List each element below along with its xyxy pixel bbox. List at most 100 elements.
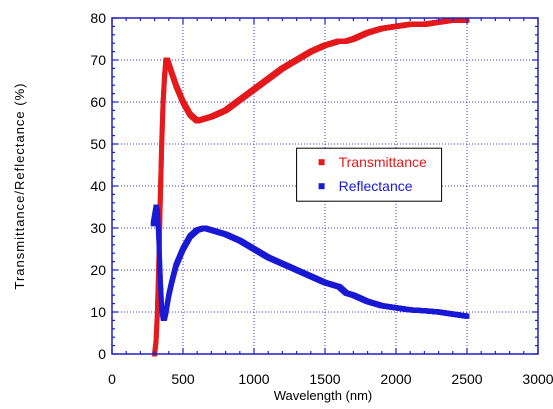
data-point [159,121,165,127]
data-point [159,146,165,152]
data-point [155,286,161,292]
data-point [159,144,165,150]
data-point [159,119,165,125]
data-point [161,84,167,90]
data-point [155,301,161,307]
legend-label-transmittance: Transmittance [339,154,427,170]
data-point [159,141,165,147]
data-point [155,299,161,305]
data-point [157,270,163,276]
data-point [156,238,162,244]
data-point [157,260,163,266]
data-point [156,250,162,256]
data-point [157,196,163,202]
y-tick-label: 30 [90,220,106,236]
data-point [157,263,163,269]
y-axis-title: Transmittance/Reflectance (%) [12,83,27,290]
series-reflectance [150,204,470,321]
data-point [159,130,165,136]
data-point [155,304,161,310]
data-point [464,313,470,319]
data-point [158,281,164,287]
data-point [158,284,164,290]
data-point [155,217,161,223]
data-point [158,160,164,166]
data-point [154,309,160,315]
legend: Transmittance Reflectance [296,147,443,202]
data-point [157,198,163,204]
data-point [159,133,165,139]
data-point [159,302,165,308]
data-point [155,211,161,217]
data-point [161,76,167,82]
data-point [161,81,167,87]
data-point [158,179,164,185]
data-point [155,294,161,300]
data-point [158,182,164,188]
data-point [157,258,163,264]
legend-marker-transmittance [318,159,325,166]
data-point [161,91,167,97]
legend-box [296,147,443,202]
data-point [156,235,162,241]
y-tick-label: 80 [90,10,106,26]
data-point [156,240,162,246]
data-point [154,318,160,324]
data-point [153,338,159,344]
x-tick-label: 3000 [522,371,553,387]
data-point [154,312,160,318]
data-point [155,291,161,297]
y-tick-label: 40 [90,178,106,194]
x-tick-label: 2000 [380,371,411,387]
data-point [153,341,159,347]
data-point [160,116,166,122]
data-point [157,201,163,207]
data-point [158,152,164,158]
data-point [155,306,161,312]
data-point [158,155,164,161]
data-point [153,335,159,341]
y-tick-label: 60 [90,94,106,110]
data-point [155,229,161,235]
y-tick-label: 20 [90,262,106,278]
data-point [158,168,164,174]
data-point [157,265,163,271]
data-point [153,330,159,336]
data-point [159,124,165,130]
data-point [160,110,166,116]
x-tick-label: 2500 [451,371,482,387]
data-point [160,94,166,100]
data-point [158,287,164,293]
data-point [157,203,163,209]
x-tick-label: 500 [171,371,195,387]
data-point [156,232,162,238]
data-point [157,206,163,212]
data-point [152,346,158,352]
data-point [161,89,167,95]
data-point [160,107,166,113]
data-point [158,293,164,299]
x-tick-label: 1500 [309,371,340,387]
data-point [157,278,163,284]
data-point [157,208,163,214]
data-point [156,253,162,259]
data-point [156,243,162,249]
data-point [160,105,166,111]
data-point [159,127,165,133]
legend-marker-reflectance [318,183,325,190]
data-point [157,273,163,279]
data-point [155,214,161,220]
data-point [157,193,163,199]
data-point [152,343,158,349]
data-point [160,99,166,105]
data-point [158,166,164,172]
data-point [158,290,164,296]
ticks [111,17,539,355]
data-point [158,299,164,305]
data-point [158,174,164,180]
data-point [155,284,161,290]
y-tick-label: 50 [90,136,106,152]
axis-labels: 0 500 1000 1500 2000 2500 3000 0 10 20 30 40 50 60 70 8… [90,10,553,387]
data-point [158,185,164,191]
